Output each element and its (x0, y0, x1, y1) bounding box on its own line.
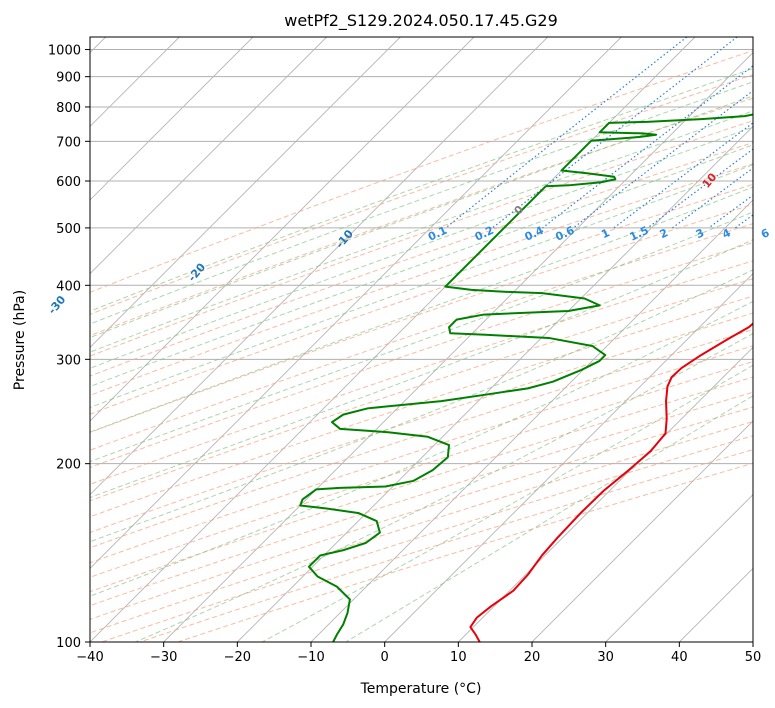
mixing-ratio-line (542, 65, 753, 229)
isotherm-line (237, 125, 753, 642)
isotherm-line (90, 37, 696, 642)
isotherm-line (605, 494, 753, 642)
x-tick-label: −10 (297, 650, 324, 665)
dry-adiabat-line (90, 163, 753, 396)
y-tick-label: 200 (56, 458, 81, 473)
dewpoint-trace (299, 113, 753, 642)
x-tick-label: 50 (745, 650, 762, 665)
isotherm-line (90, 37, 327, 275)
x-axis-label: Temperature (°C) (360, 681, 482, 697)
dry-adiabat-line (90, 260, 753, 485)
moist-adiabats (90, 67, 753, 642)
moist-adiabat-line (90, 126, 753, 369)
dry-adiabat-line (90, 391, 753, 607)
dry-adiabat-label: -30 (46, 293, 69, 317)
y-tick-label: 1000 (48, 44, 81, 59)
y-tick-label: 100 (56, 636, 81, 651)
mixing-ratio-line (492, 37, 738, 229)
chart-title: wetPf2_S129.2024.050.17.45.G29 (284, 11, 558, 31)
x-tick-label: −40 (76, 650, 103, 665)
isotherm-line (90, 37, 401, 348)
isotherm-line (458, 346, 753, 642)
y-axis-label: Pressure (hPa) (12, 290, 28, 390)
isotherm-line (90, 37, 622, 569)
isotherm-line (384, 273, 753, 642)
isotherm-line (90, 37, 475, 422)
x-tick-label: −20 (224, 650, 251, 665)
moist-adiabat-line (90, 239, 753, 499)
x-tick-label: 30 (597, 650, 614, 665)
dry-adiabat-line (90, 97, 753, 337)
mixing-ratio-lines (445, 37, 753, 229)
sounding-traces (299, 113, 753, 642)
moist-adiabat-line (90, 95, 753, 339)
isotherm-line (531, 420, 753, 642)
isotherm-line (752, 641, 753, 642)
x-tick-label: 0 (381, 650, 389, 665)
dry-adiabat-line (90, 329, 753, 549)
isotherm-gridlines (90, 37, 753, 642)
isotherm-line (90, 37, 254, 201)
moist-adiabat-line (90, 211, 753, 463)
isotherm-line (310, 199, 753, 642)
plot-background (90, 37, 753, 642)
isotherm-line (163, 52, 753, 642)
isobar-gridlines (90, 49, 753, 642)
dry-adiabat-line (90, 345, 753, 564)
x-axis-ticks: −40 −30 −20 −10 0 10 20 30 40 50 (76, 642, 761, 665)
mixing-ratio-label: 6 (759, 226, 772, 241)
x-tick-label: −30 (150, 650, 177, 665)
moist-adiabat-line (90, 144, 753, 388)
mixing-ratio-line (672, 167, 753, 229)
moist-adiabat-line (345, 395, 753, 642)
dry-adiabat-line (90, 376, 753, 593)
isotherm-line (90, 37, 548, 496)
y-tick-label: 300 (56, 353, 81, 368)
dry-adiabat-line (90, 223, 753, 451)
moist-adiabat-line (90, 164, 753, 409)
y-tick-label: 600 (56, 175, 81, 190)
temperature-trace (469, 322, 753, 642)
plot-frame (89, 36, 754, 643)
y-tick-label: 400 (56, 279, 81, 294)
y-tick-label: 700 (56, 135, 81, 150)
moist-adiabat-line (90, 300, 753, 597)
x-tick-label: 40 (671, 650, 688, 665)
y-tick-label: 800 (56, 101, 81, 116)
moist-adiabat-line (261, 364, 753, 642)
dry-adiabat-line (90, 312, 753, 534)
x-tick-label: 20 (524, 650, 541, 665)
dry-adiabats (90, 50, 753, 642)
dry-adiabat-line (90, 50, 753, 293)
y-axis-ticks: 100 200 300 400 500 600 700 800 900 1000 (48, 44, 90, 651)
dry-adiabat-line (90, 278, 753, 502)
moist-adiabat-line (90, 186, 753, 433)
mixing-ratio-line (572, 89, 753, 229)
dry-adiabat-line (90, 361, 753, 578)
dry-adiabat-line (90, 241, 753, 469)
x-tick-label: 10 (450, 650, 467, 665)
y-tick-label: 900 (56, 71, 81, 86)
dry-adiabat-line (90, 142, 753, 377)
y-tick-label: 500 (56, 222, 81, 237)
dry-adiabat-line (90, 295, 753, 518)
